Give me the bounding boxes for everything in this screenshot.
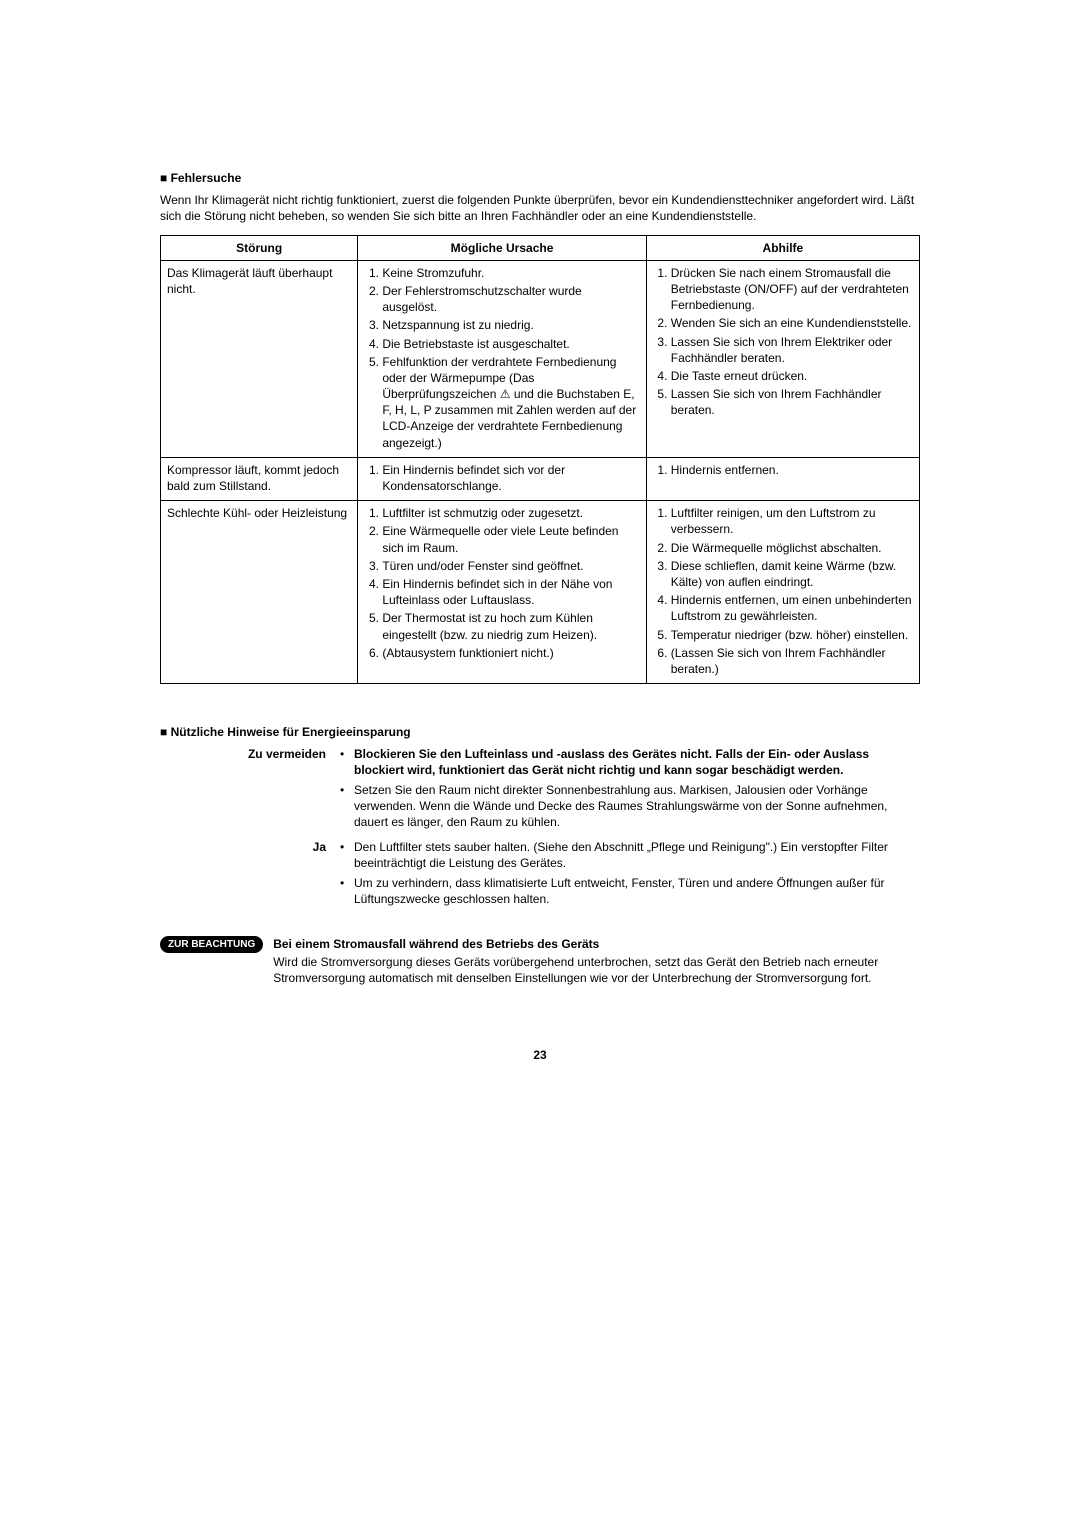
list-item: Um zu verhindern, dass klimatisierte Luf… — [340, 875, 920, 907]
yes-label: Ja — [160, 839, 340, 910]
list-item: Setzen Sie den Raum nicht direkter Sonne… — [340, 782, 920, 831]
cell-problem: Kompressor läuft, kommt jedoch bald zum … — [161, 457, 358, 500]
note-text: Wird die Stromversorgung dieses Geräts v… — [273, 955, 878, 985]
list-item: Blockieren Sie den Lufteinlass und -ausl… — [340, 746, 920, 778]
th-problem: Störung — [161, 235, 358, 260]
hint-row-yes: Ja Den Luftfilter stets sauber halten. (… — [160, 839, 920, 910]
cell-remedy: Drücken Sie nach einem Stromausfall die … — [646, 260, 919, 457]
cell-cause: Ein Hindernis befindet sich vor der Kond… — [358, 457, 646, 500]
table-row: Schlechte Kühl- oder HeizleistungLuftfil… — [161, 501, 920, 684]
note-badge: ZUR BEACHTUNG — [160, 936, 263, 954]
cell-problem: Schlechte Kühl- oder Heizleistung — [161, 501, 358, 684]
avoid-list: Blockieren Sie den Lufteinlass und -ausl… — [340, 746, 920, 830]
page-number: 23 — [160, 1047, 920, 1063]
cell-cause: Keine Stromzufuhr.Der Fehlerstromschutzs… — [358, 260, 646, 457]
table-row: Kompressor läuft, kommt jedoch bald zum … — [161, 457, 920, 500]
avoid-label: Zu vermeiden — [160, 746, 340, 833]
troubleshooting-title: Fehlersuche — [160, 170, 920, 186]
troubleshooting-intro: Wenn Ihr Klimagerät nicht richtig funkti… — [160, 192, 920, 224]
cell-cause: Luftfilter ist schmutzig oder zugesetzt.… — [358, 501, 646, 684]
hints-title: Nützliche Hinweise für Energieeinsparung — [160, 724, 920, 740]
hint-row-avoid: Zu vermeiden Blockieren Sie den Lufteinl… — [160, 746, 920, 833]
troubleshooting-table: Störung Mögliche Ursache Abhilfe Das Kli… — [160, 235, 920, 685]
table-row: Das Klimagerät läuft überhaupt nicht.Kei… — [161, 260, 920, 457]
th-remedy: Abhilfe — [646, 235, 919, 260]
note-body: Bei einem Stromausfall während des Betri… — [273, 936, 920, 987]
th-cause: Mögliche Ursache — [358, 235, 646, 260]
note-heading: Bei einem Stromausfall während des Betri… — [273, 936, 920, 952]
cell-remedy: Hindernis entfernen. — [646, 457, 919, 500]
list-item: Den Luftfilter stets sauber halten. (Sie… — [340, 839, 920, 871]
yes-list: Den Luftfilter stets sauber halten. (Sie… — [340, 839, 920, 907]
cell-problem: Das Klimagerät läuft überhaupt nicht. — [161, 260, 358, 457]
note-block: ZUR BEACHTUNG Bei einem Stromausfall wäh… — [160, 936, 920, 987]
cell-remedy: Luftfilter reinigen, um den Luftstrom zu… — [646, 501, 919, 684]
